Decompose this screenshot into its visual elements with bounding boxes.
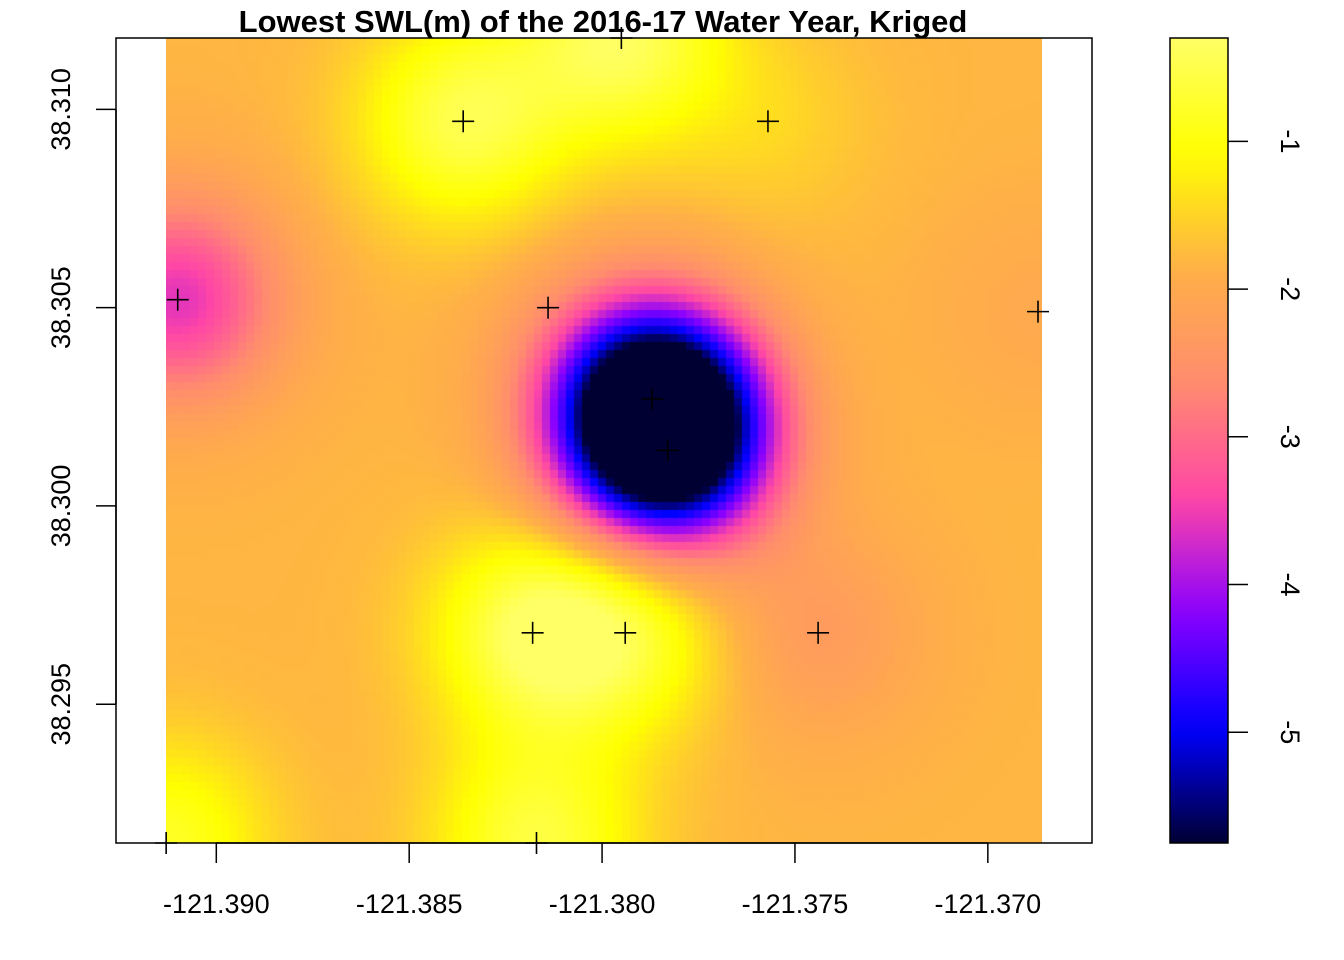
well-marker — [656, 439, 679, 462]
well-marker — [537, 296, 560, 319]
colorbar-tick-label: -4 — [1275, 573, 1305, 597]
y-tick-label: 38.305 — [46, 266, 76, 349]
colorbar-tick-label: -5 — [1275, 720, 1305, 744]
colorbar-tick-label: -3 — [1275, 425, 1305, 449]
x-axis: -121.390 -121.385 -121.380 -121.375 -121.370 — [163, 842, 1042, 919]
well-marker — [452, 110, 475, 133]
well-marker — [614, 621, 637, 644]
y-tick-label: 38.310 — [46, 68, 76, 151]
kriged-raster — [166, 38, 1042, 843]
well-marker — [166, 288, 189, 311]
colorbar-gradient — [1169, 37, 1229, 844]
colorbar-tick-label: -2 — [1275, 277, 1305, 301]
y-tick-label: 38.300 — [46, 465, 76, 548]
well-marker — [807, 621, 830, 644]
raster-image — [166, 38, 1042, 843]
well-marker — [756, 110, 779, 133]
colorbar-tick-label: -1 — [1275, 129, 1305, 153]
y-axis: 38.295 38.300 38.305 38.310 — [46, 68, 117, 746]
well-marker — [1026, 300, 1049, 323]
x-tick-label: -121.375 — [742, 889, 849, 919]
well-marker — [641, 387, 664, 410]
colorbar: -5 -4 -3 -2 -1 — [1169, 37, 1305, 844]
x-tick-label: -121.370 — [935, 889, 1042, 919]
well-marker — [521, 621, 544, 644]
x-tick-label: -121.390 — [163, 889, 270, 919]
chart-title: Lowest SWL(m) of the 2016-17 Water Year,… — [239, 4, 968, 39]
y-tick-label: 38.295 — [46, 663, 76, 746]
x-tick-label: -121.380 — [549, 889, 656, 919]
x-tick-label: -121.385 — [356, 889, 463, 919]
